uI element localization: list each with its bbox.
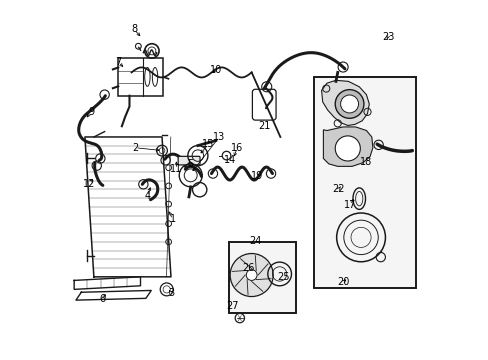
Text: 14: 14	[224, 155, 236, 165]
Text: 25: 25	[277, 272, 289, 282]
Circle shape	[335, 90, 363, 118]
Text: 4: 4	[144, 191, 150, 201]
Text: 18: 18	[360, 157, 372, 167]
Text: 11: 11	[170, 164, 182, 174]
Text: 3: 3	[167, 288, 174, 298]
Text: 7: 7	[115, 57, 121, 67]
Text: 12: 12	[83, 179, 96, 189]
Text: 1: 1	[169, 215, 176, 224]
Bar	[229, 242, 295, 313]
Circle shape	[335, 136, 360, 161]
Text: 24: 24	[248, 236, 261, 246]
Text: 15: 15	[202, 139, 214, 149]
Text: 5: 5	[187, 159, 193, 169]
Text: 17: 17	[344, 200, 356, 210]
Text: 20: 20	[336, 277, 348, 287]
Text: 10: 10	[209, 64, 222, 75]
Text: 16: 16	[231, 143, 243, 153]
Circle shape	[340, 95, 358, 113]
Circle shape	[230, 253, 273, 297]
Text: 23: 23	[381, 32, 393, 41]
Text: 8: 8	[131, 24, 137, 35]
Text: 9: 9	[88, 107, 94, 117]
Text: 13: 13	[213, 132, 225, 142]
Text: 19: 19	[250, 171, 263, 181]
Text: 27: 27	[226, 301, 239, 311]
Circle shape	[246, 270, 257, 280]
Polygon shape	[323, 127, 372, 166]
FancyBboxPatch shape	[178, 156, 200, 165]
Polygon shape	[321, 80, 368, 126]
Text: 6: 6	[100, 294, 106, 304]
Text: 2: 2	[132, 143, 138, 153]
Text: 26: 26	[242, 263, 254, 273]
Text: 22: 22	[332, 184, 345, 194]
Bar	[118, 58, 163, 96]
Bar	[314, 77, 415, 288]
Text: 21: 21	[258, 121, 270, 131]
